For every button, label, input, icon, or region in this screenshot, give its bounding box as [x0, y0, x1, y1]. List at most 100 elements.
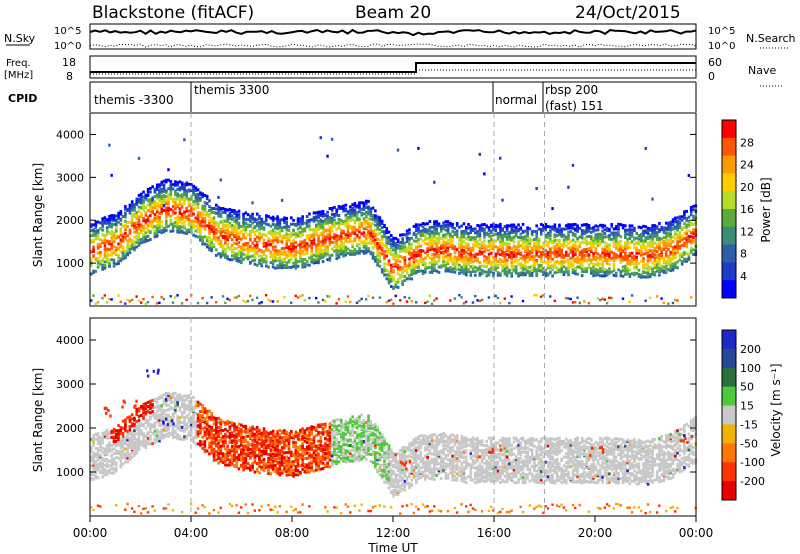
power-cell: [576, 248, 579, 252]
velocity-cell: [112, 443, 116, 447]
power-cell: [258, 248, 261, 252]
power-cell: [394, 245, 398, 249]
power-cell: [444, 234, 448, 238]
power-cell: [399, 233, 402, 237]
velocity-cell: [167, 398, 170, 402]
power-cell: [194, 229, 198, 233]
power-cell: [251, 248, 254, 252]
power-cell: [344, 253, 348, 257]
power-cell: [410, 236, 414, 240]
power-cell: [601, 247, 604, 251]
power-cell: [210, 238, 214, 242]
power-cell: [130, 223, 134, 227]
power-cell: [371, 213, 375, 217]
power-cell: [251, 246, 254, 250]
power-cell: [535, 186, 538, 190]
power-cell: [485, 270, 489, 274]
velocity-cell: [135, 445, 139, 449]
power-cell: [605, 242, 609, 246]
power-cell: [592, 241, 595, 245]
power-cell: [355, 242, 359, 246]
power-cell: [171, 226, 175, 230]
power-cell: [439, 224, 443, 228]
power-cell: [555, 244, 559, 248]
power-cell: [224, 234, 227, 238]
power-cell: [364, 233, 368, 237]
power-cell: [560, 234, 564, 238]
power-cell: [421, 263, 425, 267]
power-cell: [417, 228, 420, 232]
power-cell: [378, 245, 382, 249]
power-cell: [392, 248, 395, 252]
power-cell: [537, 249, 541, 253]
power-cell: [435, 231, 439, 235]
power-cell: [312, 261, 316, 265]
power-cell: [285, 265, 289, 269]
power-cell: [442, 221, 445, 225]
power-cell: [319, 218, 323, 222]
power-cell: [114, 218, 118, 222]
power-cell: [133, 242, 136, 246]
power-cell: [489, 229, 493, 233]
power-cell: [689, 249, 693, 253]
power-cell: [217, 242, 220, 246]
power-cell: [235, 230, 239, 234]
power-cell: [383, 265, 386, 269]
power-cell: [349, 218, 352, 222]
power-cell: [208, 199, 211, 203]
power-cell: [569, 248, 573, 252]
velocity-cell: [130, 424, 134, 428]
power-cell: [510, 223, 514, 227]
power-cell: [542, 260, 545, 264]
power-cell: [405, 271, 409, 275]
power-cell: [287, 236, 291, 240]
power-cell: [605, 235, 609, 239]
power-cell: [683, 222, 686, 226]
power-cell: [644, 245, 648, 249]
power-cell: [580, 263, 584, 267]
power-cell: [499, 227, 502, 231]
power-cell: [128, 206, 132, 210]
power-cell: [335, 242, 339, 246]
power-cell: [671, 240, 675, 244]
power-cell: [119, 217, 123, 221]
power-cell: [489, 266, 493, 270]
velocity-cell: [139, 414, 143, 418]
power-cell: [314, 228, 318, 232]
power-cell: [224, 231, 227, 235]
power-cell: [362, 201, 366, 205]
power-cell: [537, 245, 541, 249]
power-cell: [101, 296, 104, 300]
power-cell: [135, 221, 139, 225]
power-cell: [330, 208, 334, 212]
power-cell: [317, 247, 320, 251]
power-cell: [553, 233, 557, 237]
power-cell: [505, 246, 509, 250]
power-cell: [430, 247, 434, 251]
power-cell: [680, 238, 684, 242]
velocity-cell: [133, 510, 136, 514]
power-cell: [321, 222, 325, 226]
power-cell: [337, 255, 341, 259]
power-cell: [505, 237, 509, 241]
velocity-cell: [103, 450, 107, 454]
power-cell: [505, 269, 509, 273]
power-cell: [396, 238, 400, 242]
power-cell: [462, 258, 466, 262]
power-cell: [233, 224, 236, 228]
power-cell: [601, 239, 604, 243]
power-cell: [526, 226, 529, 230]
power-cell: [526, 260, 529, 264]
velocity-cell: [153, 425, 157, 429]
velocity-cell: [164, 424, 168, 428]
power-cell: [408, 248, 411, 252]
power-cell: [289, 242, 293, 246]
velocity-cell: [103, 452, 107, 456]
power-cell: [105, 251, 109, 255]
velocity-cell: [174, 396, 177, 400]
power-cell: [612, 235, 616, 239]
power-cell: [167, 224, 170, 228]
power-cell: [412, 239, 416, 243]
power-cell: [124, 302, 127, 305]
power-cell: [110, 214, 114, 218]
